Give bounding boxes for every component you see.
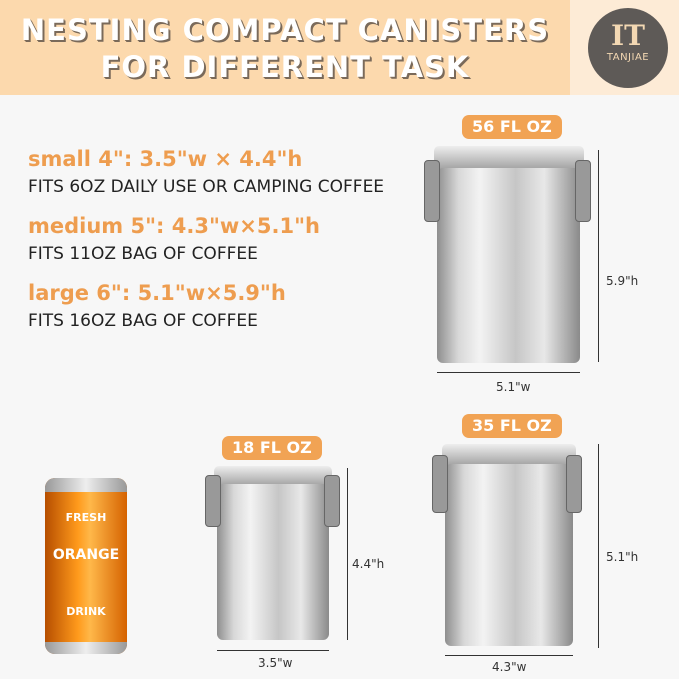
title-line-2: FOR DIFFERENT TASK <box>100 50 470 84</box>
height-line <box>347 468 348 640</box>
spec-heading-small: small 4": 3.5"w × 4.4"h <box>28 147 303 171</box>
width-line <box>445 655 573 656</box>
clasp-icon <box>324 475 340 527</box>
spec-heading-large: large 6": 5.1"w×5.9"h <box>28 281 286 305</box>
clasp-icon <box>566 455 582 513</box>
width-label-large: 5.1"w <box>496 380 531 394</box>
canister-medium <box>445 464 573 646</box>
canister-lid-small <box>214 466 332 488</box>
title-banner: NESTING COMPACT CANISTERS FOR DIFFERENT … <box>0 0 570 95</box>
brand-name: TANJIAE <box>606 52 650 63</box>
width-label-medium: 4.3"w <box>492 660 527 674</box>
spec-desc-medium: FITS 11OZ BAG OF COFFEE <box>28 244 258 264</box>
can-text-orange: ORANGE <box>52 547 120 563</box>
can-text-drink: DRINK <box>66 605 106 618</box>
brand-logo: IT TANJIAE <box>588 8 668 88</box>
capacity-badge-medium: 35 FL OZ <box>462 414 562 438</box>
canister-large <box>437 168 580 363</box>
logo-mark: IT <box>611 19 645 52</box>
spec-desc-large: FITS 16OZ BAG OF COFFEE <box>28 311 258 331</box>
canister-lid-large <box>434 146 584 172</box>
soda-can-image: FRESH ORANGE DRINK <box>45 478 127 654</box>
spec-heading-medium: medium 5": 4.3"w×5.1"h <box>28 214 320 238</box>
clasp-icon <box>432 455 448 513</box>
width-line <box>437 372 580 373</box>
height-label-large: 5.9"h <box>606 274 639 288</box>
can-top <box>45 478 127 492</box>
spec-list: small 4": 3.5"w × 4.4"h FITS 6OZ DAILY U… <box>28 145 408 346</box>
height-line <box>598 150 599 362</box>
clasp-icon <box>575 160 591 222</box>
width-line <box>217 650 329 651</box>
spec-desc-small: FITS 6OZ DAILY USE OR CAMPING COFFEE <box>28 177 385 197</box>
capacity-badge-large: 56 FL OZ <box>462 115 562 139</box>
clasp-icon <box>424 160 440 222</box>
capacity-badge-small: 18 FL OZ <box>222 436 322 460</box>
can-bottom <box>45 642 127 654</box>
canister-small <box>217 484 329 640</box>
title-line-1: NESTING COMPACT CANISTERS <box>20 13 550 47</box>
height-label-small: 4.4"h <box>352 557 385 571</box>
height-label-medium: 5.1"h <box>606 550 639 564</box>
clasp-icon <box>205 475 221 527</box>
can-text-fresh: FRESH <box>65 511 107 524</box>
height-line <box>598 444 599 648</box>
width-label-small: 3.5"w <box>258 656 293 670</box>
